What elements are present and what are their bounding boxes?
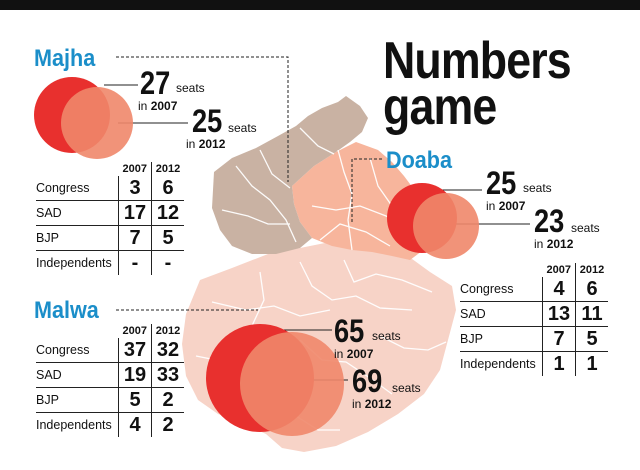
party-name: Congress bbox=[36, 338, 119, 363]
majha-seats-label-2012: seats bbox=[228, 121, 257, 135]
table-row: Independents 1 1 bbox=[460, 351, 608, 376]
malwa-results-table: 2007 2012 Congress 37 32 SAD 19 33 BJP 5… bbox=[36, 324, 184, 437]
majha-year-2007-label: in 2007 bbox=[138, 99, 178, 113]
doaba-seats-2007: 25 bbox=[486, 165, 517, 201]
majha-seats-2012: 25 bbox=[192, 103, 223, 139]
malwa-seats-2007: 65 bbox=[334, 313, 365, 349]
seat-value: - bbox=[151, 250, 184, 275]
table-row: BJP 5 2 bbox=[36, 387, 184, 413]
seat-value: 1 bbox=[575, 351, 608, 376]
party-name: BJP bbox=[36, 225, 119, 251]
table-row: BJP 7 5 bbox=[460, 326, 608, 352]
doaba-year-2012-label: in 2012 bbox=[534, 237, 574, 251]
seat-value: 11 bbox=[575, 301, 608, 327]
year-header-2012: 2012 bbox=[151, 324, 184, 338]
doaba-seats-label-2007: seats bbox=[523, 181, 552, 195]
seat-value: 13 bbox=[542, 301, 576, 327]
party-name: SAD bbox=[36, 362, 119, 388]
seat-value: 17 bbox=[118, 200, 152, 226]
seat-value: 32 bbox=[151, 338, 184, 363]
doaba-circle-2012 bbox=[413, 193, 479, 259]
malwa-circle-2012 bbox=[240, 332, 344, 436]
majha-region-shape bbox=[212, 96, 368, 254]
party-name: Congress bbox=[460, 277, 543, 302]
table-row: SAD 13 11 bbox=[460, 301, 608, 327]
table-row: BJP 7 5 bbox=[36, 225, 184, 251]
table-row: SAD 19 33 bbox=[36, 362, 184, 388]
table-row: Congress 37 32 bbox=[36, 338, 184, 363]
majha-seats-label-2007: seats bbox=[176, 81, 205, 95]
table-row: Congress 3 6 bbox=[36, 176, 184, 201]
party-name: BJP bbox=[36, 387, 119, 413]
party-name: Independents bbox=[36, 256, 112, 270]
malwa-year-2007-label: in 2007 bbox=[334, 347, 374, 361]
majha-seats-2007: 27 bbox=[140, 65, 171, 101]
doaba-results-table: 2007 2012 Congress 4 6 SAD 13 11 BJP 7 5… bbox=[460, 263, 608, 376]
table-row: SAD 17 12 bbox=[36, 200, 184, 226]
party-name: Independents bbox=[36, 418, 112, 432]
majha-title: Majha bbox=[34, 45, 96, 72]
malwa-seats-label-2007: seats bbox=[372, 329, 401, 343]
infographic-title-line-1: Numbers bbox=[383, 32, 572, 90]
year-header-2012: 2012 bbox=[151, 162, 184, 176]
seat-value: 5 bbox=[575, 326, 608, 352]
year-header-2007: 2007 bbox=[122, 325, 147, 337]
malwa-title: Malwa bbox=[34, 297, 99, 324]
doaba-seats-2012: 23 bbox=[534, 203, 565, 239]
malwa-seats-2012: 69 bbox=[352, 363, 383, 399]
seat-value: 5 bbox=[151, 225, 184, 251]
seat-value: 5 bbox=[118, 387, 152, 413]
party-name: BJP bbox=[460, 326, 543, 352]
party-name: SAD bbox=[36, 200, 119, 226]
seat-value: 7 bbox=[118, 225, 152, 251]
seat-value: 12 bbox=[151, 200, 184, 226]
table-row: Independents 4 2 bbox=[36, 412, 184, 437]
seat-value: 4 bbox=[542, 277, 576, 302]
seat-value: - bbox=[118, 250, 152, 275]
doaba-title: Doaba bbox=[386, 147, 453, 174]
malwa-year-2012-label: in 2012 bbox=[352, 397, 392, 411]
year-header-2007: 2007 bbox=[122, 163, 147, 175]
party-name: Independents bbox=[460, 357, 536, 371]
majha-year-2012-label: in 2012 bbox=[186, 137, 226, 151]
seat-value: 1 bbox=[542, 351, 576, 376]
majha-results-table: 2007 2012 Congress 3 6 SAD 17 12 BJP 7 5… bbox=[36, 162, 184, 275]
punjab-map bbox=[34, 56, 530, 452]
seat-value: 2 bbox=[151, 387, 184, 413]
year-header-2012: 2012 bbox=[575, 263, 608, 277]
doaba-seats-label-2012: seats bbox=[571, 221, 600, 235]
infographic-card: Numbers game Majha 27 seats in 2007 25 s… bbox=[0, 0, 640, 452]
majha-circle-2012 bbox=[61, 87, 133, 159]
seat-value: 2 bbox=[151, 412, 184, 437]
seat-value: 37 bbox=[118, 338, 152, 363]
seat-value: 6 bbox=[151, 176, 184, 201]
table-row: Independents - - bbox=[36, 250, 184, 275]
seat-value: 6 bbox=[575, 277, 608, 302]
party-name: Congress bbox=[36, 176, 119, 201]
seat-value: 19 bbox=[118, 362, 152, 388]
seat-value: 33 bbox=[151, 362, 184, 388]
seat-value: 3 bbox=[118, 176, 152, 201]
seat-value: 4 bbox=[118, 412, 152, 437]
infographic-title-line-2: game bbox=[383, 78, 497, 136]
malwa-seats-label-2012: seats bbox=[392, 381, 421, 395]
seat-value: 7 bbox=[542, 326, 576, 352]
table-row: Congress 4 6 bbox=[460, 277, 608, 302]
doaba-year-2007-label: in 2007 bbox=[486, 199, 526, 213]
year-header-2007: 2007 bbox=[546, 264, 571, 276]
leader-lines bbox=[104, 56, 530, 381]
party-name: SAD bbox=[460, 301, 543, 327]
